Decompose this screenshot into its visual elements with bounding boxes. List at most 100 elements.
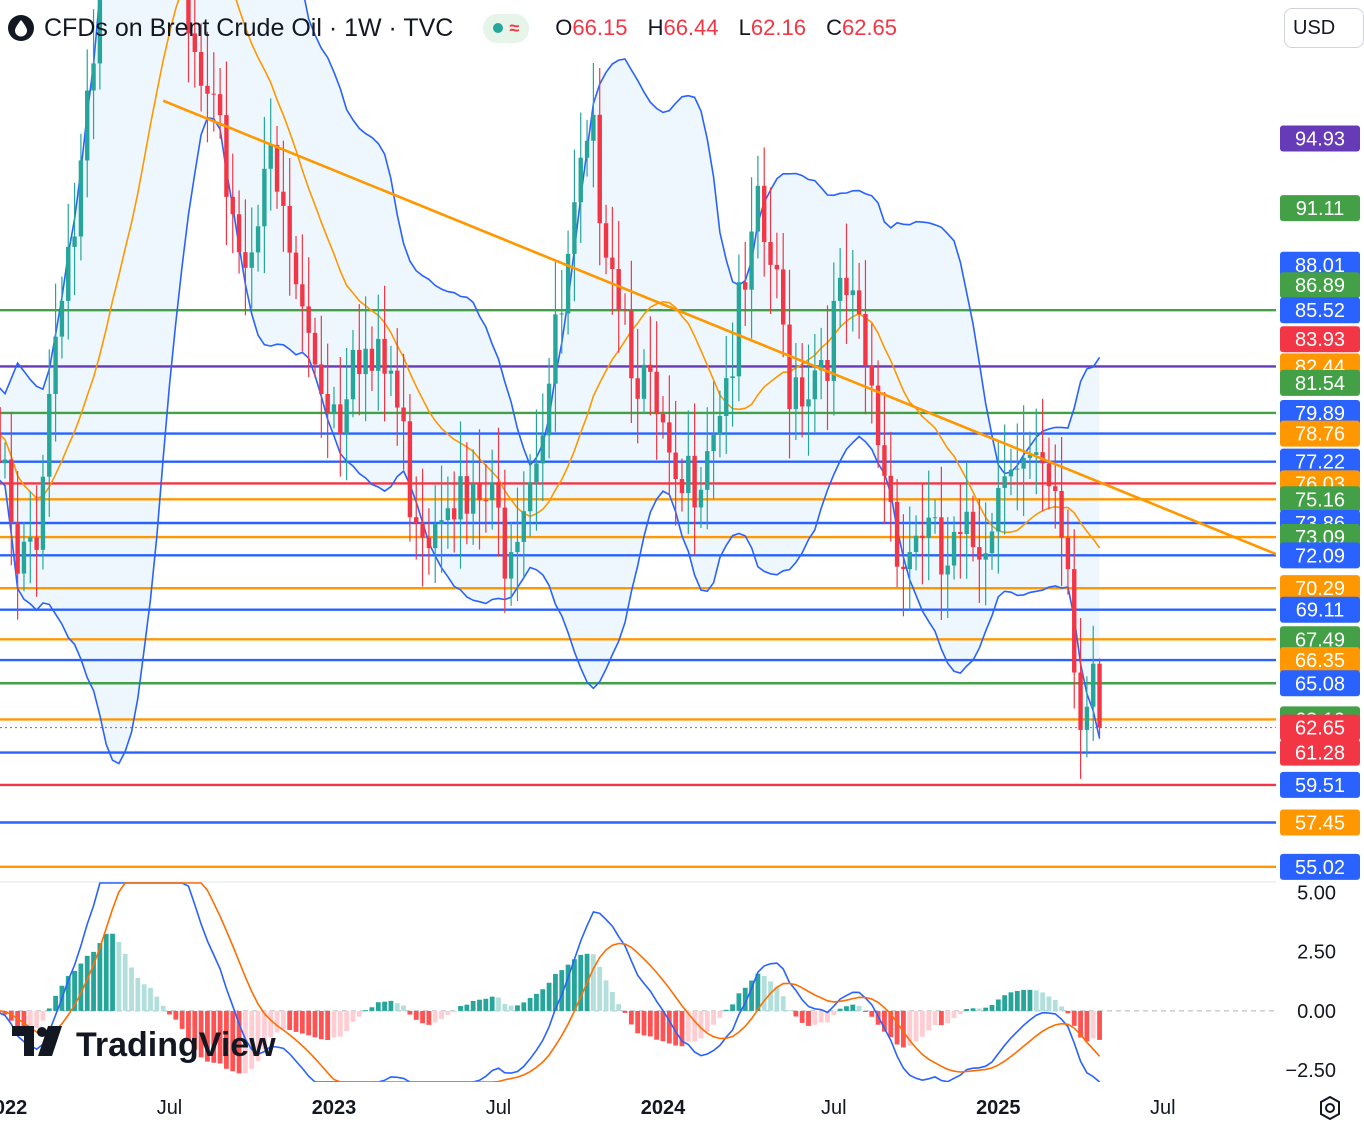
- candle-body: [711, 434, 716, 452]
- macd-histogram-bar: [382, 1001, 388, 1011]
- price-label-3: 86.89: [1295, 275, 1345, 297]
- candle-body: [382, 338, 387, 374]
- candle-body: [1072, 569, 1077, 673]
- candle-body: [211, 93, 216, 95]
- macd-histogram-bar: [375, 1002, 381, 1011]
- candle-body: [673, 452, 678, 480]
- close-key: C: [826, 15, 842, 40]
- candle-body: [217, 94, 223, 116]
- candle-body: [724, 378, 729, 417]
- time-tick-7: Jul: [1150, 1097, 1176, 1119]
- price-label-8: 79.89: [1295, 403, 1345, 425]
- macd-histogram-bar: [420, 1010, 425, 1024]
- macd-histogram-bar: [901, 1010, 906, 1048]
- price-label-box-26: [1280, 853, 1360, 880]
- candle-body: [1046, 463, 1052, 487]
- candle-body: [945, 565, 950, 575]
- price-label-26: 55.02: [1295, 857, 1345, 879]
- candle-body: [787, 324, 792, 410]
- candle-body: [869, 365, 874, 386]
- macd-histogram-bar: [736, 993, 742, 1011]
- candle-body: [376, 338, 381, 371]
- candle-body: [205, 85, 210, 94]
- candle-body: [1053, 486, 1058, 491]
- price-label-16: 70.29: [1295, 578, 1345, 600]
- candle-body: [1091, 663, 1096, 707]
- macd-histogram-bar: [1002, 995, 1008, 1011]
- candle-body: [363, 348, 368, 375]
- macd-histogram-bar: [477, 999, 482, 1011]
- macd-histogram-bar: [350, 1010, 356, 1022]
- macd-histogram-bar: [603, 980, 609, 1011]
- candle-body: [1084, 706, 1090, 730]
- candle-body: [686, 455, 691, 494]
- macd-histogram-bar: [673, 1010, 679, 1046]
- macd-histogram-bar: [344, 1010, 350, 1032]
- macd-histogram-bar: [806, 1010, 811, 1026]
- candle-body: [730, 376, 735, 379]
- macd-histogram-bar: [27, 1010, 33, 1029]
- market-status-pill[interactable]: ≈: [483, 13, 530, 43]
- candle-body: [192, 33, 197, 52]
- macd-histogram-bar: [926, 1010, 932, 1031]
- candle-body: [768, 242, 773, 265]
- macd-histogram-bar: [856, 1006, 862, 1011]
- macd-histogram-bar: [1008, 992, 1014, 1011]
- candle-body: [629, 310, 634, 379]
- price-label-box-15: [1280, 542, 1360, 569]
- macd-histogram-bar: [122, 953, 128, 1011]
- candle-body: [1097, 663, 1102, 728]
- symbol-title[interactable]: CFDs on Brent Crude Oil · 1W · TVC: [44, 13, 454, 42]
- macd-histogram-bar: [1033, 990, 1039, 1011]
- macd-histogram-bar: [65, 976, 71, 1011]
- price-label-12: 75.16: [1295, 489, 1345, 511]
- macd-histogram-bar: [793, 1010, 799, 1017]
- candle-body: [882, 445, 887, 476]
- price-label-box-24: [1280, 771, 1360, 798]
- macd-histogram-bar: [268, 1010, 274, 1038]
- price-label-box-2: [1280, 251, 1360, 278]
- candle-body: [850, 290, 855, 296]
- candle-body: [812, 370, 818, 400]
- open-value: 66.15: [572, 15, 628, 40]
- macd-histogram-bar: [110, 933, 115, 1011]
- candle-body: [426, 537, 432, 549]
- macd-histogram-bar: [559, 970, 565, 1011]
- candle-body: [350, 349, 356, 400]
- candle-body: [496, 482, 501, 508]
- macd-histogram-bar: [907, 1010, 913, 1046]
- macd-histogram-bar: [780, 996, 786, 1011]
- candle-body: [553, 314, 558, 384]
- candle-body: [268, 144, 273, 169]
- candle-body: [698, 489, 704, 508]
- macd-histogram-bar: [1046, 996, 1052, 1011]
- macd-histogram-bar: [761, 976, 767, 1011]
- currency-selector[interactable]: USD: [1284, 8, 1364, 48]
- macd-histogram-bar: [749, 980, 754, 1011]
- candle-body: [591, 114, 596, 141]
- macd-histogram-bar: [919, 1010, 925, 1037]
- open-key: O: [555, 15, 573, 40]
- settings-icon[interactable]: [1316, 1094, 1344, 1122]
- macd-histogram-bar: [1078, 1010, 1083, 1038]
- candle-body: [21, 541, 27, 574]
- candle-body: [527, 482, 533, 512]
- macd-histogram-bar: [698, 1010, 704, 1039]
- low-value: 62.16: [750, 15, 806, 40]
- macd-histogram-bar: [224, 1010, 229, 1069]
- price-label-10: 77.22: [1295, 452, 1345, 474]
- macd-histogram-bar: [331, 1010, 337, 1038]
- candle-body: [635, 378, 640, 399]
- macd-histogram-bar: [445, 1010, 451, 1015]
- candle-body: [0, 407, 1, 464]
- candle-body: [401, 407, 406, 422]
- candle-body: [53, 336, 58, 394]
- price-label-19: 66.35: [1295, 650, 1345, 672]
- macd-histogram-bar: [84, 955, 90, 1011]
- macd-histogram-bar: [160, 1005, 166, 1011]
- macd-histogram-bar: [103, 933, 109, 1011]
- candle-body: [743, 282, 748, 290]
- macd-histogram-bar: [970, 1008, 976, 1011]
- candle-body: [939, 517, 944, 575]
